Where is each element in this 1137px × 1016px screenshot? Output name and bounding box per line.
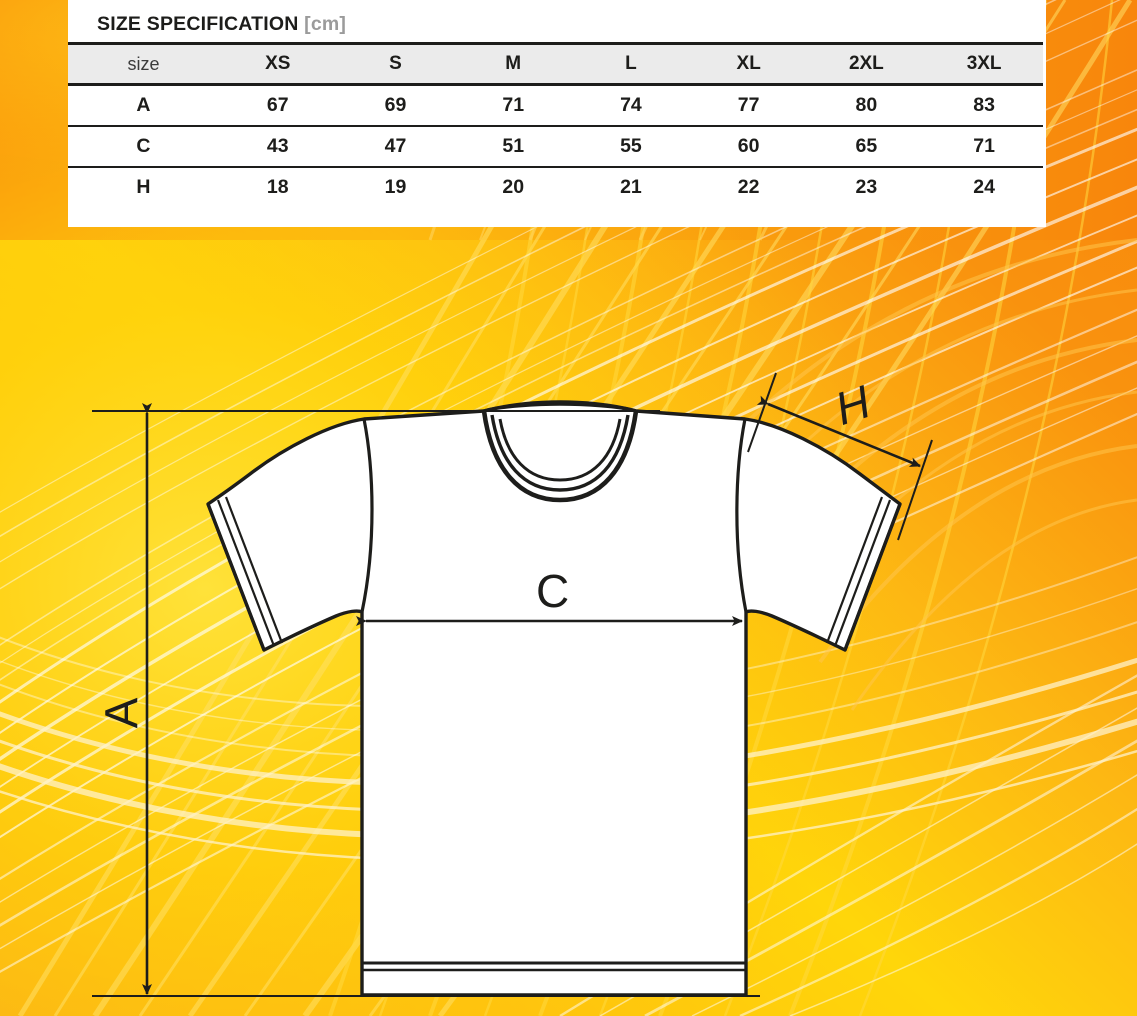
cell-h-l: 21 (620, 176, 642, 199)
cell-h-xl: 22 (737, 176, 760, 199)
cell-h-2xl: 23 (855, 176, 878, 199)
page-title: SIZE SPECIFICATION [cm] (68, 13, 1046, 35)
left-armhole-seam (360, 418, 374, 613)
right-armhole-seam (735, 418, 748, 613)
cell-h-xs: 18 (266, 176, 289, 199)
column-header-xl: XL (736, 53, 761, 75)
cell-a-s: 69 (384, 94, 407, 117)
cell-h-3xl: 24 (973, 176, 995, 199)
right-shoulder-line (635, 409, 746, 421)
table-header-row: size XS S M L XL 2XL 3XL (68, 43, 1043, 85)
cell-c-l: 55 (620, 134, 642, 157)
cell-c-xs: 43 (266, 134, 289, 157)
dimension-label-a: A (95, 697, 148, 729)
row-label-h: H (136, 176, 151, 199)
title-unit: [cm] (304, 13, 347, 35)
collar-neckline (481, 400, 639, 503)
column-header-3xl: 3XL (966, 53, 1002, 75)
cell-a-l: 74 (620, 94, 642, 117)
table-row: H 18 19 20 21 22 23 24 (68, 167, 1043, 208)
dimension-label-c: C (536, 565, 570, 617)
left-shoulder-line (363, 409, 485, 421)
dimension-h (747, 372, 933, 541)
row-label-c: C (136, 134, 151, 157)
bottom-hem (362, 961, 746, 972)
h-arrow (756, 395, 921, 468)
size-specification-table: size XS S M L XL 2XL 3XL A 67 69 71 74 7… (68, 42, 1043, 208)
table-row: C 43 47 51 55 60 65 71 (68, 126, 1043, 167)
left-sleeve-cuff (206, 496, 284, 651)
cell-c-3xl: 71 (973, 134, 995, 157)
dimension-a (92, 403, 760, 997)
title-text: SIZE SPECIFICATION (97, 13, 299, 35)
column-header-xs: XS (265, 53, 291, 75)
column-header-l: L (625, 53, 637, 75)
column-header-m: M (505, 53, 522, 75)
cell-c-m: 51 (502, 134, 525, 157)
cell-c-s: 47 (384, 134, 407, 157)
table-row: A 67 69 71 74 77 80 83 (68, 85, 1043, 126)
cell-h-s: 19 (384, 176, 407, 199)
column-header-2xl: 2XL (848, 53, 884, 75)
cell-a-xs: 67 (266, 94, 289, 117)
cell-c-2xl: 65 (855, 134, 878, 157)
column-header-size: size (127, 53, 160, 74)
tshirt-outline (206, 400, 902, 997)
column-header-s: S (389, 53, 402, 75)
cell-a-m: 71 (502, 94, 525, 117)
cell-h-m: 20 (502, 176, 525, 199)
size-specification-panel: SIZE SPECIFICATION [cm] size XS S M L XL… (68, 0, 1046, 227)
cell-c-xl: 60 (737, 134, 760, 157)
cell-a-3xl: 83 (973, 94, 995, 117)
row-label-a: A (136, 94, 151, 117)
right-sleeve-cuff (825, 496, 902, 651)
cell-a-xl: 77 (737, 94, 760, 117)
h-extension-right (897, 439, 933, 541)
cell-a-2xl: 80 (855, 94, 878, 117)
